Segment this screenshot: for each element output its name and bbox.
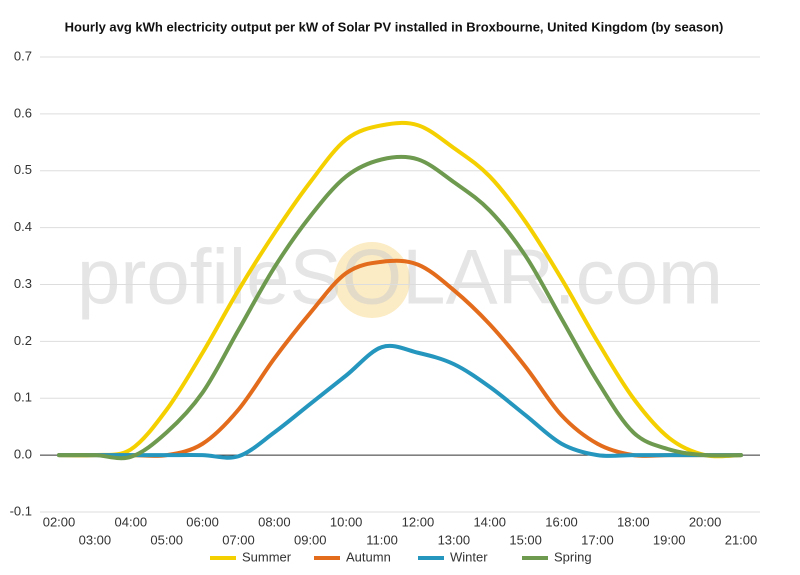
x-tick-label: 15:00 (509, 532, 542, 547)
x-tick-label: 19:00 (653, 532, 686, 547)
y-tick-label: 0.5 (14, 162, 32, 177)
watermark: profileSOLAR.com (77, 233, 723, 321)
y-tick-label: 0.4 (14, 219, 32, 234)
y-tick-label: 0.3 (14, 276, 32, 291)
legend-label: Winter (450, 549, 488, 564)
series-line (57, 343, 743, 460)
x-tick-label: 10:00 (330, 514, 363, 529)
x-tick-label: 14:00 (473, 514, 506, 529)
legend-item: Winter (418, 549, 488, 564)
y-tick-label: -0.1 (10, 503, 32, 518)
series-line (57, 154, 743, 461)
x-tick-label: 03:00 (79, 532, 112, 547)
x-tick-label: 18:00 (617, 514, 650, 529)
y-tick-label: 0.1 (14, 390, 32, 405)
legend-item: Spring (522, 549, 592, 564)
x-tick-label: 11:00 (366, 532, 398, 547)
legend-item: Summer (210, 549, 292, 564)
x-tick-label: 06:00 (186, 514, 219, 529)
legend-label: Autumn (346, 549, 391, 564)
x-tick-label: 05:00 (150, 532, 183, 547)
x-tick-label: 12:00 (402, 514, 435, 529)
x-tick-label: 20:00 (689, 514, 722, 529)
x-tick-label: 13:00 (438, 532, 471, 547)
y-tick-label: 0.6 (14, 105, 32, 120)
x-tick-label: 16:00 (545, 514, 578, 529)
legend-label: Summer (242, 549, 292, 564)
x-tick-label: 09:00 (294, 532, 327, 547)
chart-title: Hourly avg kWh electricity output per kW… (65, 19, 724, 34)
x-tick-label: 17:00 (581, 532, 614, 547)
y-tick-label: 0.2 (14, 333, 32, 348)
x-tick-label: 08:00 (258, 514, 291, 529)
legend-label: Spring (554, 549, 592, 564)
y-tick-label: 0.0 (14, 447, 32, 462)
x-tick-label: 02:00 (43, 514, 76, 529)
legend-item: Autumn (314, 549, 391, 564)
x-tick-label: 04:00 (115, 514, 148, 529)
series-line (57, 120, 743, 459)
y-tick-label: 0.7 (14, 48, 32, 63)
x-tick-label: 07:00 (222, 532, 255, 547)
x-tick-label: 21:00 (725, 532, 758, 547)
